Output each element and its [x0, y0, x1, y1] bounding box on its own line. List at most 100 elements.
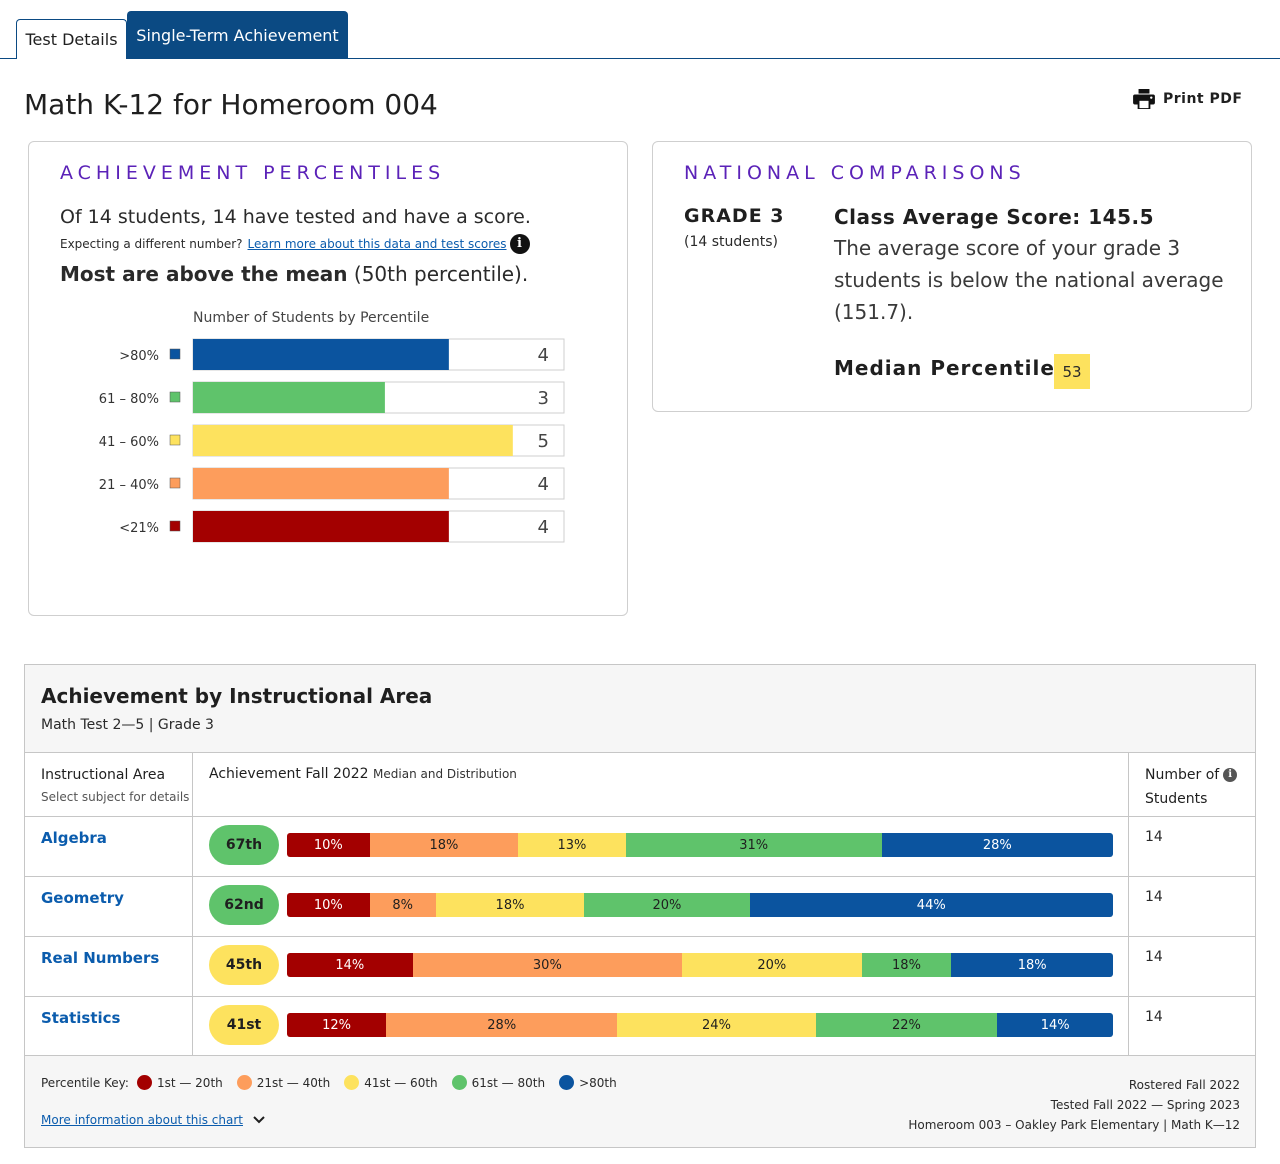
percentile-key-label: Percentile Key:	[41, 1075, 129, 1090]
median-percentile-badge: 53	[1054, 354, 1090, 389]
distribution-segment: 22%	[815, 1013, 998, 1037]
bar-value-label: 4	[538, 345, 549, 366]
column-header-area-hint: Select subject for details	[41, 790, 190, 804]
distribution-segment: 14%	[287, 953, 413, 977]
column-header-number-line: Students	[1145, 791, 1208, 807]
bar	[193, 425, 513, 456]
distribution-segment: 44%	[749, 893, 1113, 917]
printer-icon	[1133, 89, 1155, 109]
distribution-segment: 10%	[287, 833, 370, 857]
distribution-segment: 10%	[287, 893, 370, 917]
learn-more-link[interactable]: Learn more about this data and test scor…	[247, 237, 507, 251]
table-row: Real Numbers 45th 14% 30% 20% 18% 18% 14	[25, 936, 1255, 996]
distribution-segment: 28%	[881, 833, 1113, 857]
print-pdf-label: Print PDF	[1163, 91, 1243, 107]
key-label: 21st — 40th	[256, 1075, 331, 1090]
bar-value-label: 5	[538, 431, 549, 452]
distribution-segment: 8%	[369, 893, 436, 917]
instructional-area-link[interactable]: Algebra	[41, 829, 107, 847]
key-color-dot	[136, 1075, 152, 1090]
print-pdf-button[interactable]: Print PDF	[1133, 89, 1242, 109]
distribution-segment: 24%	[617, 1013, 816, 1037]
metadata-line: Homeroom 003 – Oakley Park Elementary | …	[908, 1118, 1240, 1132]
table-row: Geometry 62nd 10% 8% 18% 20% 44% 14	[25, 876, 1255, 936]
legend-swatch	[169, 477, 181, 489]
expecting-row: Expecting a different number? Learn more…	[60, 234, 530, 254]
instructional-area-link[interactable]: Real Numbers	[41, 949, 160, 967]
student-count: 14	[1145, 1009, 1163, 1025]
bar-category-label: >80%	[119, 349, 159, 364]
page-title: Math K-12 for Homeroom 004	[24, 88, 438, 121]
bar	[193, 511, 449, 542]
tab-test-details[interactable]: Test Details	[16, 19, 127, 59]
distribution-segment: 28%	[386, 1013, 618, 1037]
distribution-segment: 18%	[861, 953, 952, 977]
median-percentile-pill: 41st	[209, 1005, 279, 1045]
key-item: 61st — 80th	[451, 1075, 546, 1090]
median-percentile-label: Median Percentile:	[834, 356, 1064, 380]
student-count: 14	[1145, 889, 1163, 905]
key-label: >80th	[579, 1075, 617, 1090]
instructional-area-table: Instructional Area Select subject for de…	[25, 752, 1255, 1056]
info-icon[interactable]: i	[509, 234, 530, 254]
column-divider	[192, 753, 193, 1055]
instructional-area-panel: Achievement by Instructional Area Math T…	[24, 664, 1256, 1148]
distribution-segment: 30%	[412, 953, 683, 977]
distribution-segment: 12%	[287, 1013, 387, 1037]
achievement-percentiles-card: ACHIEVEMENT PERCENTILES Of 14 students, …	[28, 141, 628, 616]
percentile-key: Percentile Key: 1st — 20th 21st — 40th 41s…	[41, 1075, 631, 1090]
legend-swatch	[169, 348, 181, 360]
mean-summary: Most are above the mean (50th percentile…	[60, 262, 528, 286]
metadata-line: Tested Fall 2022 — Spring 2023	[1050, 1098, 1240, 1112]
chevron-down-icon	[253, 1116, 265, 1124]
expecting-text: Expecting a different number?	[60, 237, 243, 251]
grade-student-count: (14 students)	[684, 234, 779, 250]
bar	[193, 339, 449, 370]
mean-rest: (50th percentile).	[347, 262, 529, 286]
tab-single-term-achievement[interactable]: Single-Term Achievement	[127, 11, 348, 59]
info-icon[interactable]: i	[1223, 768, 1238, 782]
key-label: 41st — 60th	[364, 1075, 438, 1090]
distribution-segment: 18%	[369, 833, 519, 857]
column-header-number-line: Number of	[1145, 767, 1220, 783]
distribution-bar: 14% 30% 20% 18% 18%	[287, 953, 1113, 977]
bar-category-label: 21 – 40%	[99, 478, 159, 493]
instructional-area-title: Achievement by Instructional Area	[41, 684, 433, 708]
student-count: 14	[1145, 829, 1163, 845]
column-divider	[1128, 753, 1129, 1055]
tab-bar: Test Details Single-Term Achievement	[0, 0, 1280, 59]
legend-swatch	[169, 391, 181, 403]
grade-label: GRADE 3	[684, 205, 785, 227]
distribution-segment: 13%	[518, 833, 626, 857]
median-percentile-pill: 67th	[209, 825, 279, 865]
instructional-area-link[interactable]: Geometry	[41, 889, 124, 907]
distribution-segment: 14%	[997, 1013, 1113, 1037]
instructional-area-link[interactable]: Statistics	[41, 1009, 121, 1027]
legend-swatch	[169, 520, 181, 532]
distribution-bar: 12% 28% 24% 22% 14%	[287, 1013, 1113, 1037]
national-comparisons-heading: NATIONAL COMPARISONS	[684, 162, 1026, 184]
distribution-segment: 31%	[625, 833, 882, 857]
national-comparisons-card: NATIONAL COMPARISONS GRADE 3 (14 student…	[652, 141, 1252, 412]
column-header-number-label: Number of i Students	[1145, 767, 1238, 807]
key-color-dot	[344, 1075, 360, 1090]
more-info-toggle[interactable]: More information about this chart	[41, 1113, 265, 1127]
column-header-achievement-sub: Median and Distribution	[373, 767, 517, 781]
key-item: >80th	[559, 1075, 617, 1090]
key-item: 21st — 40th	[236, 1075, 331, 1090]
key-label: 1st — 20th	[156, 1075, 223, 1090]
bar-value-label: 3	[538, 388, 549, 409]
bar	[193, 382, 385, 413]
distribution-segment: 18%	[435, 893, 585, 917]
bar-category-label: 41 – 60%	[99, 435, 159, 450]
mean-bold: Most are above the mean	[60, 262, 348, 286]
key-label: 61st — 80th	[471, 1075, 546, 1090]
key-item: 41st — 60th	[344, 1075, 438, 1090]
column-header-achievement-label: Achievement Fall 2022	[209, 766, 369, 782]
column-header-number: Number of i Students	[1145, 763, 1255, 811]
key-color-dot	[559, 1075, 575, 1090]
bar-value-label: 4	[538, 474, 549, 495]
more-info-label: More information about this chart	[41, 1113, 243, 1127]
column-header-area: Instructional Area	[41, 767, 166, 783]
median-percentile-pill: 62nd	[209, 885, 279, 925]
